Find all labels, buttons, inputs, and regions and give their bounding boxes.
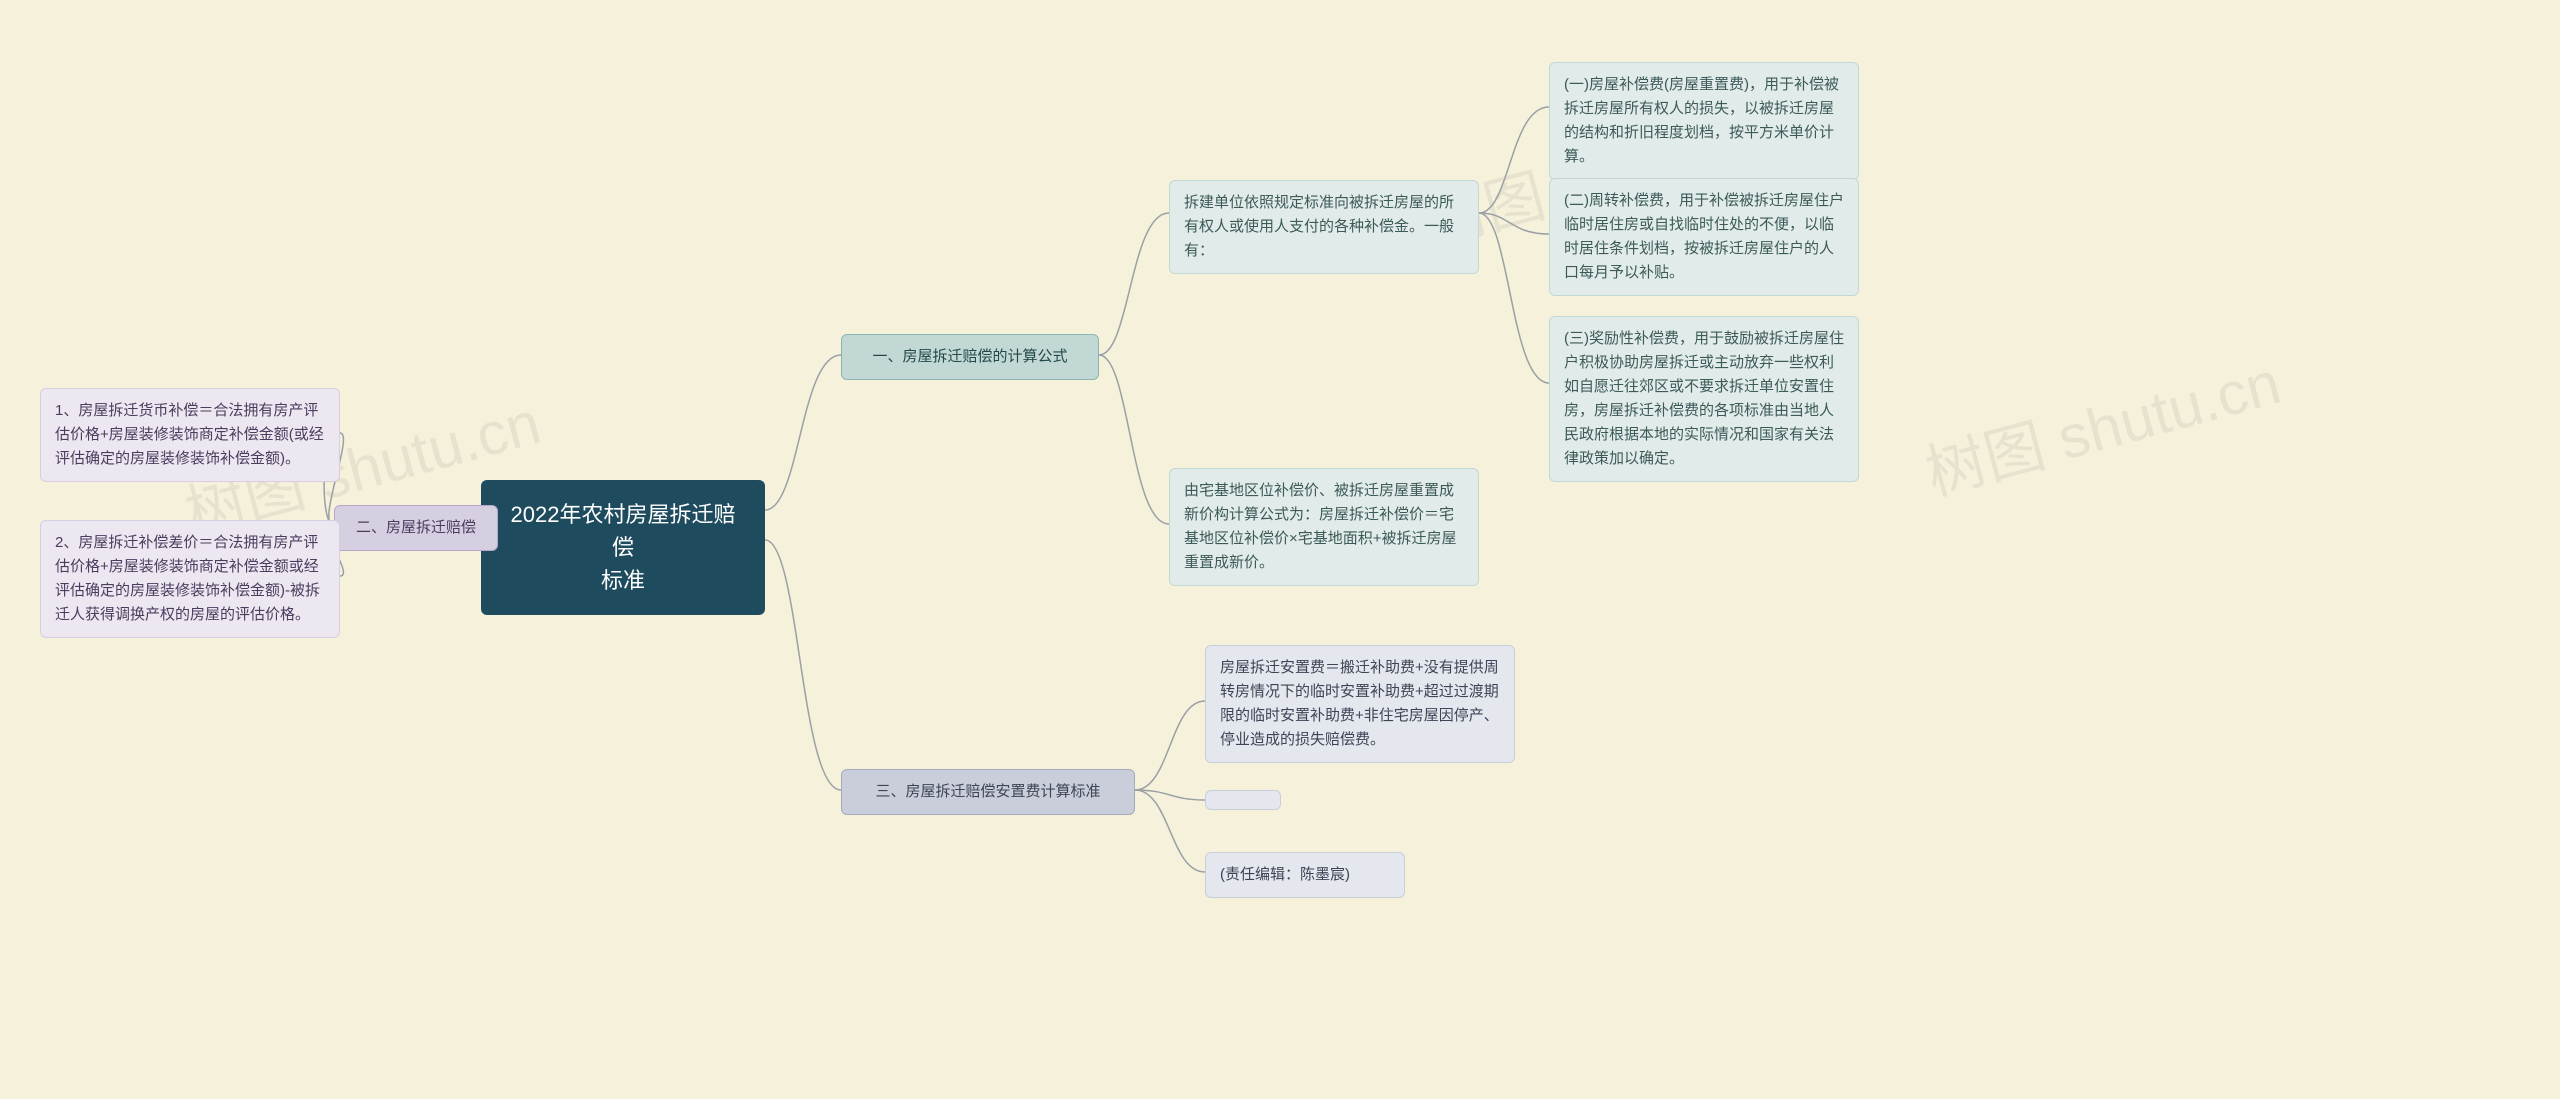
branch-section1: 一、房屋拆迁赔偿的计算公式 [841,334,1099,380]
root-label: 2022年农村房屋拆迁赔偿标准 [501,498,745,597]
section1-item-2: (二)周转补偿费，用于补偿被拆迁房屋住户临时居住房或自找临时住处的不便，以临时居… [1549,178,1859,296]
section1-item-1: (一)房屋补偿费(房屋重置费)，用于补偿被拆迁房屋所有权人的损失，以被拆迁房屋的… [1549,62,1859,180]
node-text: 房屋拆迁安置费＝搬迁补助费+没有提供周转房情况下的临时安置补助费+超过过渡期限的… [1220,656,1500,752]
branch-label: 二、房屋拆迁赔偿 [356,516,476,540]
node-text: 拆建单位依照规定标准向被拆迁房屋的所有权人或使用人支付的各种补偿金。一般有： [1184,191,1464,263]
section1-sub2: 由宅基地区位补偿价、被拆迁房屋重置成新价构计算公式为：房屋拆迁补偿价＝宅基地区位… [1169,468,1479,586]
section1-sub1: 拆建单位依照规定标准向被拆迁房屋的所有权人或使用人支付的各种补偿金。一般有： [1169,180,1479,274]
node-text: (二)周转补偿费，用于补偿被拆迁房屋住户临时居住房或自找临时住处的不便，以临时居… [1564,189,1844,285]
branch-section3: 三、房屋拆迁赔偿安置费计算标准 [841,769,1135,815]
watermark: 树图 shutu.cn [1915,334,2289,512]
section1-item-3: (三)奖励性补偿费，用于鼓励被拆迁房屋住户积极协助房屋拆迁或主动放弃一些权利如自… [1549,316,1859,482]
branch-section2: 二、房屋拆迁赔偿 [334,505,498,551]
node-text: 1、房屋拆迁货币补偿＝合法拥有房产评估价格+房屋装修装饰商定补偿金额(或经评估确… [55,399,325,471]
node-text: (一)房屋补偿费(房屋重置费)，用于补偿被拆迁房屋所有权人的损失，以被拆迁房屋的… [1564,73,1844,169]
node-text: 由宅基地区位补偿价、被拆迁房屋重置成新价构计算公式为：房屋拆迁补偿价＝宅基地区位… [1184,479,1464,575]
section3-item-3: (责任编辑：陈墨宸) [1205,852,1405,898]
branch-label: 三、房屋拆迁赔偿安置费计算标准 [875,780,1100,804]
node-text: (责任编辑：陈墨宸) [1220,863,1350,887]
root-node: 2022年农村房屋拆迁赔偿标准 [481,480,765,615]
node-text: (三)奖励性补偿费，用于鼓励被拆迁房屋住户积极协助房屋拆迁或主动放弃一些权利如自… [1564,327,1844,471]
section2-item-1: 1、房屋拆迁货币补偿＝合法拥有房产评估价格+房屋装修装饰商定补偿金额(或经评估确… [40,388,340,482]
section3-item-2-empty [1205,790,1281,810]
branch-label: 一、房屋拆迁赔偿的计算公式 [872,345,1067,369]
section2-item-2: 2、房屋拆迁补偿差价＝合法拥有房产评估价格+房屋装修装饰商定补偿金额或经评估确定… [40,520,340,638]
section3-item-1: 房屋拆迁安置费＝搬迁补助费+没有提供周转房情况下的临时安置补助费+超过过渡期限的… [1205,645,1515,763]
node-text: 2、房屋拆迁补偿差价＝合法拥有房产评估价格+房屋装修装饰商定补偿金额或经评估确定… [55,531,325,627]
